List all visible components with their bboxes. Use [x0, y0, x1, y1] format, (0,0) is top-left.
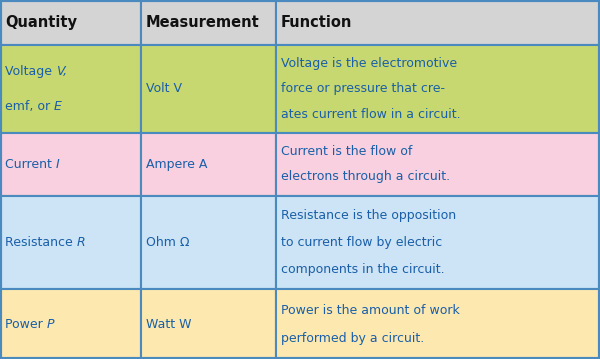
Bar: [0, 289, 141, 359]
Bar: [0, 0, 141, 45]
Text: Function: Function: [281, 15, 352, 30]
Text: Volt V: Volt V: [146, 83, 182, 95]
Text: P: P: [47, 318, 54, 331]
Bar: [276, 196, 600, 289]
Bar: [0, 45, 141, 133]
Text: R: R: [77, 236, 85, 249]
Text: Ampere A: Ampere A: [146, 158, 207, 171]
Bar: [141, 289, 276, 359]
Text: electrons through a circuit.: electrons through a circuit.: [281, 171, 450, 183]
Text: Voltage: Voltage: [5, 65, 56, 78]
Text: V,: V,: [56, 65, 67, 78]
Bar: [141, 196, 276, 289]
Bar: [141, 0, 276, 45]
Bar: [0, 133, 141, 196]
Bar: [276, 133, 600, 196]
Text: Current is the flow of: Current is the flow of: [281, 145, 412, 158]
Text: emf, or: emf, or: [5, 100, 54, 113]
Text: components in the circuit.: components in the circuit.: [281, 262, 445, 276]
Text: I: I: [56, 158, 59, 171]
Bar: [0, 196, 141, 289]
Text: Ohm Ω: Ohm Ω: [146, 236, 190, 249]
Text: Measurement: Measurement: [146, 15, 260, 30]
Bar: [141, 45, 276, 133]
Text: Voltage is the electromotive: Voltage is the electromotive: [281, 57, 457, 70]
Text: to current flow by electric: to current flow by electric: [281, 236, 442, 249]
Bar: [141, 133, 276, 196]
Text: force or pressure that cre-: force or pressure that cre-: [281, 83, 445, 95]
Text: ates current flow in a circuit.: ates current flow in a circuit.: [281, 108, 460, 121]
Text: Power is the amount of work: Power is the amount of work: [281, 304, 460, 317]
Text: Quantity: Quantity: [5, 15, 77, 30]
Text: Watt W: Watt W: [146, 318, 191, 331]
Text: performed by a circuit.: performed by a circuit.: [281, 332, 424, 345]
Text: Current: Current: [5, 158, 56, 171]
Bar: [276, 0, 600, 45]
Text: E: E: [54, 100, 62, 113]
Text: Resistance is the opposition: Resistance is the opposition: [281, 209, 456, 222]
Text: Resistance: Resistance: [5, 236, 77, 249]
Bar: [276, 289, 600, 359]
Text: Power: Power: [5, 318, 47, 331]
Bar: [276, 45, 600, 133]
